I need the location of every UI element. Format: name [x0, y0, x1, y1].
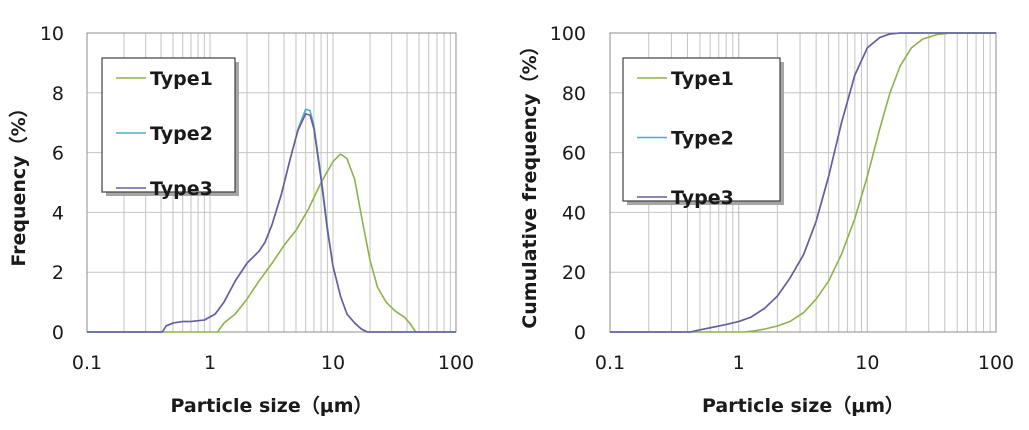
x-tick-label: 0.1	[72, 352, 102, 374]
legend-box	[622, 57, 781, 202]
y-tick-label: 10	[40, 23, 64, 45]
series-line-type1	[610, 32, 996, 333]
series-line-type1	[87, 153, 456, 333]
y-tick-label: 0	[52, 322, 64, 344]
legend: Type1 Type2 Type3	[622, 57, 784, 209]
legend-label: Type3	[150, 178, 213, 200]
y-axis-title: Frequency（%）	[7, 98, 30, 266]
legend: Type1 Type2 Type3	[101, 57, 239, 200]
x-tick-label: 0.1	[595, 352, 625, 374]
legend-label: Type2	[150, 123, 213, 145]
y-tick-label: 0	[574, 322, 586, 344]
y-tick-label: 20	[562, 262, 586, 284]
x-tick-label: 10	[321, 352, 345, 374]
chart-2: 0 20 40 60 80 100 0.1 1 10 100 Particle size（μm） Cu…	[518, 23, 1014, 417]
y-tick-label: 6	[52, 143, 64, 165]
y-tick-label: 100	[550, 23, 586, 45]
x-tick-label: 1	[204, 352, 216, 374]
legend-label: Type3	[671, 187, 734, 209]
y-tick-label: 80	[562, 83, 586, 105]
x-tick-label: 100	[978, 352, 1014, 374]
plot-frame	[609, 32, 997, 333]
y-tick-label: 8	[52, 83, 64, 105]
legend-label: Type1	[150, 68, 213, 90]
x-tick-label: 100	[438, 352, 474, 374]
series-line-type3	[87, 112, 456, 333]
legend-label: Type1	[671, 68, 734, 90]
x-axis-title: Particle size（μm）	[702, 394, 904, 417]
y-axis-title: Cumulative frequency（%）	[518, 36, 541, 328]
x-tick-label: 1	[733, 352, 745, 374]
chart-1: 0 2 4 6 8 10 0.1 1 10 100 Particle size（μm） Frequen…	[7, 23, 474, 417]
y-tick-label: 40	[562, 202, 586, 224]
plot-frame	[86, 32, 457, 333]
y-tick-label: 60	[562, 143, 586, 165]
y-tick-label: 2	[52, 262, 64, 284]
x-tick-label: 10	[855, 352, 879, 374]
y-tick-label: 4	[52, 202, 64, 224]
x-axis-title: Particle size（μm）	[170, 394, 372, 417]
series-line-type3	[610, 32, 996, 333]
legend-box	[101, 57, 236, 193]
legend-label: Type2	[671, 128, 734, 150]
